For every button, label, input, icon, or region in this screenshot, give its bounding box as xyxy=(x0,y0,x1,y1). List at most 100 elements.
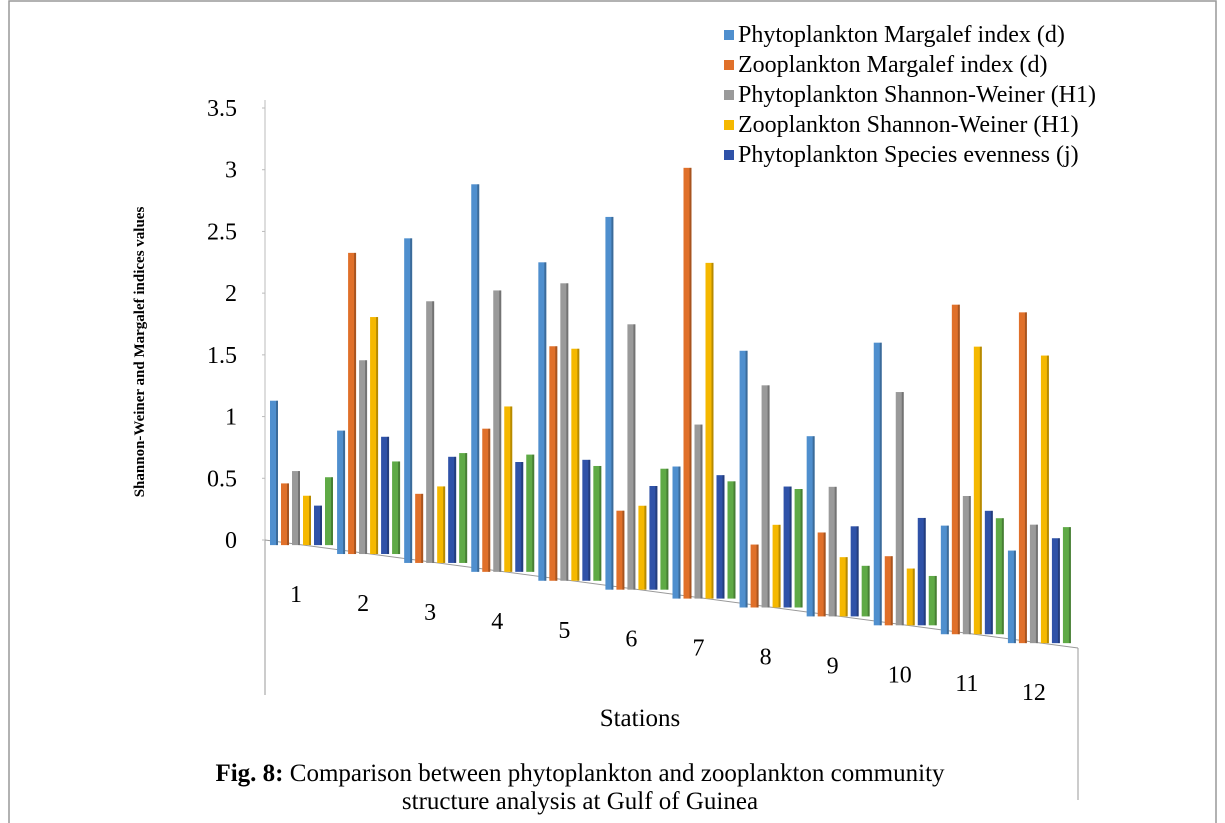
bar xyxy=(448,456,457,563)
legend-swatch xyxy=(724,30,734,40)
bar-side xyxy=(365,360,368,555)
bar xyxy=(783,486,792,608)
bar-side xyxy=(432,301,435,563)
legend-label: Phytoplankton Species evenness (j) xyxy=(738,142,1079,168)
bar-side xyxy=(800,489,803,608)
bar-side xyxy=(845,557,848,617)
caption-text: Comparison between phytoplankton and zoo… xyxy=(289,760,945,815)
bar xyxy=(873,342,882,626)
bar-side xyxy=(722,475,725,599)
bar xyxy=(850,526,859,617)
bar-side xyxy=(454,456,457,563)
bar-side xyxy=(354,252,357,555)
bar-side xyxy=(398,461,401,555)
bar-side xyxy=(912,568,915,626)
bar-side xyxy=(1035,524,1038,644)
legend-label: Phytoplankton Shannon-Weiner (H1) xyxy=(738,82,1096,108)
bar-side xyxy=(477,184,480,572)
bar xyxy=(761,385,770,608)
bar xyxy=(772,524,781,608)
bar xyxy=(839,557,848,617)
bar xyxy=(415,493,424,563)
legend-swatch xyxy=(724,90,734,100)
bar-side xyxy=(287,483,289,546)
bar xyxy=(504,406,513,572)
bar-side xyxy=(599,465,602,581)
y-tick-label: 1 xyxy=(225,405,237,431)
x-tick-label: 1 xyxy=(290,582,302,608)
bar xyxy=(314,505,322,546)
bar-side xyxy=(655,485,658,590)
bar-side xyxy=(566,283,569,581)
bar xyxy=(270,400,278,546)
caption-label: Fig. 8: xyxy=(215,760,284,787)
bar-side xyxy=(622,510,625,590)
y-tick-label: 2.5 xyxy=(207,219,237,245)
bar xyxy=(426,301,435,563)
bar-side xyxy=(678,466,681,599)
bar-side xyxy=(767,385,770,608)
bar-side xyxy=(879,342,882,626)
bar-side xyxy=(890,556,893,626)
bar-side xyxy=(465,453,468,563)
frame xyxy=(8,0,1217,823)
bar-side xyxy=(588,459,591,581)
bar-side xyxy=(867,565,870,617)
legend-swatch xyxy=(724,150,734,160)
bar xyxy=(951,304,960,635)
x-tick-label: 9 xyxy=(827,653,839,679)
x-tick-label: 7 xyxy=(693,636,705,662)
bar xyxy=(1051,538,1060,644)
bar-side xyxy=(387,436,390,555)
bar xyxy=(381,436,390,555)
caption: Fig. 8: Comparison between phytoplankton… xyxy=(200,760,960,816)
bar xyxy=(549,346,558,581)
bar xyxy=(727,481,736,599)
bar-side xyxy=(834,486,837,617)
bar-side xyxy=(990,510,993,635)
bar xyxy=(672,466,681,599)
bar-side xyxy=(934,575,937,626)
bar xyxy=(861,565,870,617)
bar-side xyxy=(812,436,815,617)
x-tick-label: 10 xyxy=(888,662,912,688)
bar xyxy=(694,424,703,599)
bar-side xyxy=(778,524,781,608)
bar-side xyxy=(443,486,446,563)
bar xyxy=(459,453,468,563)
y-tick-label: 0 xyxy=(225,528,237,554)
bar xyxy=(917,517,926,626)
bar xyxy=(884,556,893,626)
x-tick-label: 6 xyxy=(625,627,637,653)
legend-swatch xyxy=(724,60,734,70)
bar xyxy=(303,495,311,546)
bar-side xyxy=(544,262,547,581)
y-tick-label: 0.5 xyxy=(207,466,237,492)
bar-side xyxy=(968,495,971,635)
bar xyxy=(806,436,815,617)
legend-swatch xyxy=(724,120,734,130)
y-tick-label: 1.5 xyxy=(207,343,237,369)
legend-label: Zooplankton Margalef index (d) xyxy=(738,52,1047,78)
bar-side xyxy=(376,317,379,555)
bar xyxy=(471,184,480,572)
bar xyxy=(683,167,692,599)
bar xyxy=(794,489,803,608)
y-tick-label: 2 xyxy=(225,281,237,307)
x-tick-label: 12 xyxy=(1022,680,1046,706)
bar xyxy=(1062,527,1071,644)
bar-side xyxy=(689,167,692,599)
bar-side xyxy=(733,481,736,599)
bar xyxy=(828,486,837,617)
bar-side xyxy=(946,525,949,635)
bar xyxy=(1029,524,1038,644)
bar-side xyxy=(343,430,346,555)
bar xyxy=(392,461,401,555)
bar-side xyxy=(789,486,792,608)
bar xyxy=(370,317,379,555)
bar xyxy=(593,465,602,581)
bar xyxy=(716,475,725,599)
x-tick-label: 11 xyxy=(955,671,978,697)
bar-side xyxy=(320,505,322,546)
bar xyxy=(906,568,915,626)
